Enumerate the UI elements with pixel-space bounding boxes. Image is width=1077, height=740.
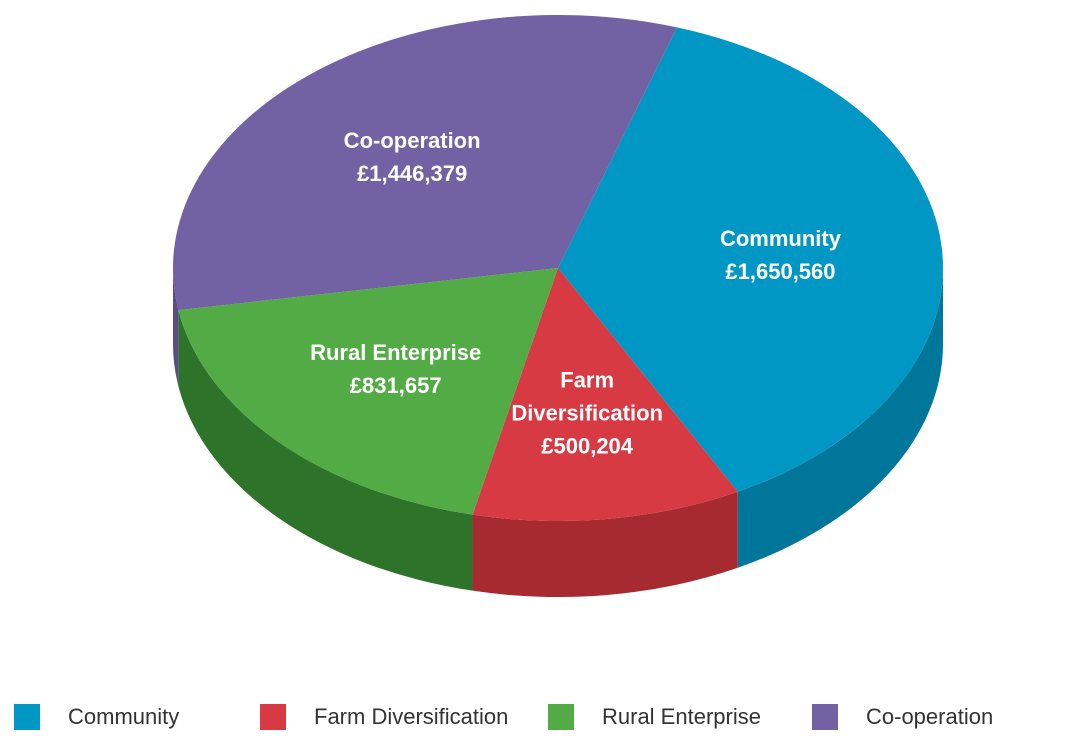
slice-value: £1,650,560: [725, 259, 836, 285]
slice-label: Co-operation £1,446,379: [344, 124, 481, 190]
legend-item: Rural Enterprise: [548, 704, 761, 730]
slice-label: Community £1,650,560: [720, 222, 841, 288]
legend-swatch: [812, 704, 838, 730]
slice-name: Rural Enterprise: [310, 339, 482, 365]
legend-swatch: [260, 704, 286, 730]
slice: [558, 27, 943, 492]
slice-name: Co-operation: [343, 127, 481, 153]
legend-swatch: [14, 704, 40, 730]
slice-side: [178, 310, 473, 591]
slice-name: Community: [719, 226, 841, 252]
legend-label: Co-operation: [866, 704, 994, 729]
slice-value: £831,657: [349, 372, 442, 398]
legend-label: Community: [68, 704, 180, 729]
slice: [178, 268, 558, 515]
legend-swatch: [548, 704, 574, 730]
slice-label: Rural Enterprise £831,657: [310, 336, 481, 402]
legend-label: Farm Diversification: [314, 704, 509, 729]
slice-value: £500,204: [541, 433, 634, 459]
legend-item: Community: [14, 704, 179, 730]
legend-label: Rural Enterprise: [602, 704, 761, 729]
slice-value: £1,446,379: [357, 160, 468, 186]
slice-label: Farm Diversification £500,204: [490, 364, 685, 463]
slice-side: [737, 268, 943, 568]
legend-item: Farm Diversification: [260, 704, 508, 730]
slice: [173, 14, 677, 311]
slice-side: [173, 268, 179, 387]
slice: [472, 268, 738, 522]
slice-side: [472, 491, 738, 598]
legend-item: Co-operation: [812, 704, 993, 730]
slice-name: Farm Diversification: [511, 367, 663, 426]
